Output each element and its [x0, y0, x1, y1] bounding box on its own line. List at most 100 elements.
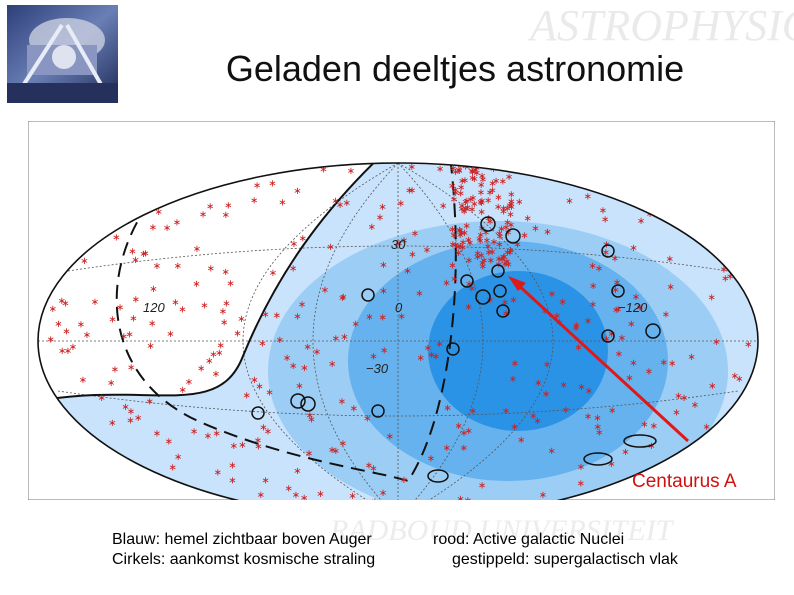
agn-marker: ∗ — [219, 307, 227, 318]
agn-marker: ∗ — [464, 496, 472, 500]
agn-marker: ∗ — [293, 312, 301, 323]
agn-marker: ∗ — [500, 252, 508, 263]
agn-marker: ∗ — [645, 367, 653, 378]
agn-marker: ∗ — [313, 347, 321, 358]
agn-marker: ∗ — [193, 244, 201, 255]
agn-marker: ∗ — [577, 462, 585, 473]
agn-marker: ∗ — [379, 286, 387, 297]
agn-marker: ∗ — [127, 407, 135, 418]
agn-marker: ∗ — [494, 202, 502, 213]
agn-marker: ∗ — [485, 248, 493, 259]
agn-marker: ∗ — [108, 315, 116, 326]
agn-marker: ∗ — [481, 154, 489, 165]
agn-marker: ∗ — [493, 146, 501, 157]
agn-marker: ∗ — [299, 233, 307, 244]
agn-marker: ∗ — [457, 188, 465, 199]
agn-marker: ∗ — [213, 429, 221, 440]
agn-marker: ∗ — [340, 332, 348, 343]
agn-marker: ∗ — [469, 406, 477, 417]
agn-marker: ∗ — [254, 442, 262, 453]
agn-marker: ∗ — [478, 196, 486, 207]
agn-marker: ∗ — [517, 435, 525, 446]
agn-marker: ∗ — [614, 305, 622, 316]
agn-marker: ∗ — [708, 292, 716, 303]
agn-marker: ∗ — [565, 196, 573, 207]
agn-marker: ∗ — [450, 231, 458, 242]
agn-marker: ∗ — [680, 393, 688, 404]
agn-marker: ∗ — [468, 166, 476, 177]
agn-marker: ∗ — [228, 476, 236, 487]
agn-marker: ∗ — [474, 249, 482, 260]
agn-marker: ∗ — [478, 207, 486, 218]
agn-marker: ∗ — [472, 163, 480, 174]
centaurus-arrow — [514, 281, 690, 443]
agn-marker: ∗ — [478, 258, 486, 269]
agn-marker: ∗ — [531, 223, 539, 234]
agn-marker: ∗ — [453, 242, 461, 253]
agn-marker: ∗ — [640, 420, 648, 431]
agn-marker: ∗ — [365, 312, 373, 323]
agn-marker: ∗ — [461, 161, 469, 172]
agn-marker: ∗ — [62, 327, 70, 338]
agn-marker: ∗ — [505, 172, 513, 183]
agn-marker: ∗ — [129, 314, 137, 325]
agn-marker: ∗ — [146, 341, 154, 352]
agn-marker: ∗ — [708, 381, 716, 392]
caption-right-line2: gestippeld: supergalactisch vlak — [452, 551, 678, 568]
agn-marker: ∗ — [411, 228, 419, 239]
agn-marker: ∗ — [111, 364, 119, 375]
agn-marker: ∗ — [627, 319, 635, 330]
agn-marker: ∗ — [479, 175, 487, 186]
agn-marker: ∗ — [395, 239, 403, 250]
agn-marker: ∗ — [503, 204, 511, 215]
agn-marker: ∗ — [479, 262, 487, 273]
agn-marker: ∗ — [64, 346, 72, 357]
agn-marker: ∗ — [460, 228, 468, 239]
agn-marker: ∗ — [166, 329, 174, 340]
agn-marker: ∗ — [339, 439, 347, 450]
agn-marker: ∗ — [615, 349, 623, 360]
agn-marker: ∗ — [465, 255, 473, 266]
agn-marker: ∗ — [134, 413, 142, 424]
agn-marker: ∗ — [343, 198, 351, 209]
agn-marker: ∗ — [386, 431, 394, 442]
agn-marker: ∗ — [298, 299, 306, 310]
agn-marker: ∗ — [336, 200, 344, 211]
agn-marker: ∗ — [77, 320, 85, 331]
agn-marker: ∗ — [300, 493, 308, 500]
agn-marker: ∗ — [484, 213, 492, 224]
agn-marker: ∗ — [120, 332, 128, 343]
agn-marker: ∗ — [148, 318, 156, 329]
agn-marker: ∗ — [300, 363, 308, 374]
agn-marker: ∗ — [504, 228, 512, 239]
agn-marker: ∗ — [595, 427, 603, 438]
agn-marker: ∗ — [465, 161, 473, 172]
agn-marker: ∗ — [439, 201, 447, 212]
agn-marker: ∗ — [376, 212, 384, 223]
agn-marker: ∗ — [572, 323, 580, 334]
agn-marker: ∗ — [674, 391, 682, 402]
agn-marker: ∗ — [482, 228, 490, 239]
agn-marker: ∗ — [423, 245, 431, 256]
agn-marker: ∗ — [455, 421, 463, 432]
agn-marker: ∗ — [237, 314, 245, 325]
agn-marker: ∗ — [502, 308, 510, 319]
agn-marker: ∗ — [490, 237, 498, 248]
agn-marker: ∗ — [192, 279, 200, 290]
sky-outline — [37, 162, 759, 500]
agn-marker: ∗ — [453, 152, 461, 163]
agn-marker: ∗ — [253, 181, 261, 192]
agn-marker: ∗ — [268, 178, 276, 189]
agn-marker: ∗ — [588, 261, 596, 272]
agn-marker: ∗ — [720, 265, 728, 276]
agn-marker: ∗ — [584, 316, 592, 327]
agn-marker: ∗ — [424, 343, 432, 354]
agn-marker: ∗ — [593, 413, 601, 424]
agn-marker: ∗ — [403, 266, 411, 277]
agn-marker: ∗ — [703, 422, 711, 433]
agn-marker: ∗ — [149, 284, 157, 295]
agn-marker: ∗ — [632, 292, 640, 303]
agn-marker: ∗ — [126, 416, 134, 427]
agn-marker: ∗ — [397, 199, 405, 210]
agn-marker: ∗ — [379, 312, 387, 323]
